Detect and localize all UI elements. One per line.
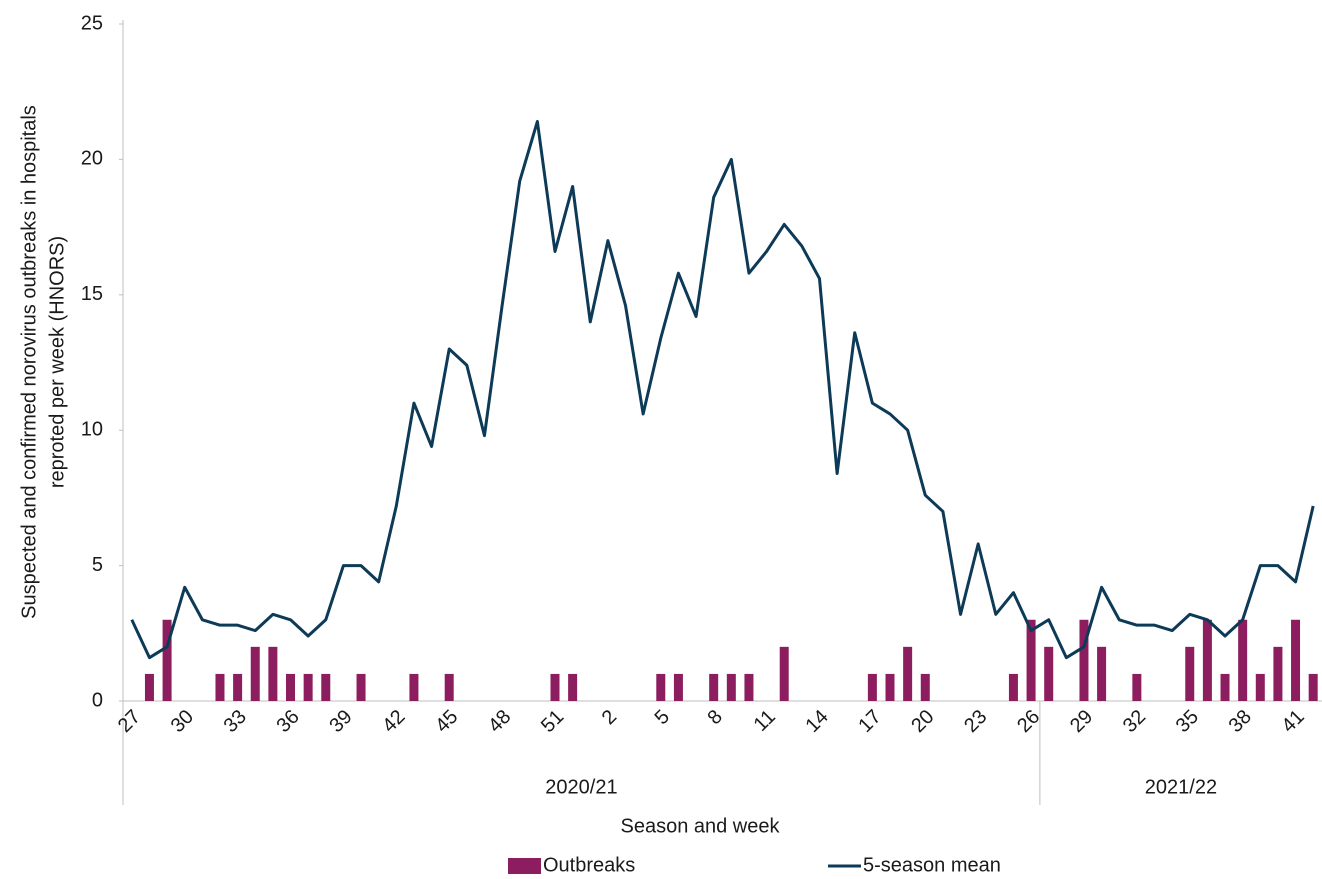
bar bbox=[568, 673, 578, 701]
bar bbox=[744, 673, 754, 701]
x-tick-label: 14 bbox=[801, 706, 832, 737]
x-tick-label: 11 bbox=[750, 706, 780, 736]
x-tick-label: 36 bbox=[272, 706, 303, 737]
bar bbox=[550, 673, 560, 701]
bar bbox=[250, 646, 260, 701]
bar bbox=[726, 673, 736, 701]
bar bbox=[1132, 673, 1142, 701]
x-tick-label: 2 bbox=[598, 706, 621, 729]
x-tick-label: 17 bbox=[854, 706, 885, 737]
y-axis-title: Suspected and confirmed norovirus outbre… bbox=[18, 105, 40, 619]
bar bbox=[1238, 619, 1248, 701]
x-tick-label: 8 bbox=[704, 706, 727, 729]
x-tick-label: 39 bbox=[325, 706, 356, 737]
x-tick-label: 33 bbox=[220, 706, 251, 737]
x-tick-label: 51 bbox=[537, 706, 568, 737]
bar bbox=[144, 673, 154, 701]
legend-label: 5-season mean bbox=[863, 854, 1001, 876]
bar bbox=[673, 673, 683, 701]
bar bbox=[1220, 673, 1230, 701]
line bbox=[130, 119, 1315, 660]
legend-swatch bbox=[508, 858, 541, 874]
bar bbox=[1008, 673, 1018, 701]
bar bbox=[1079, 619, 1089, 701]
x-tick-label: 23 bbox=[960, 706, 991, 737]
bar bbox=[867, 673, 877, 701]
bar bbox=[233, 673, 243, 701]
bar bbox=[656, 673, 666, 701]
bar bbox=[1044, 646, 1054, 701]
bar bbox=[286, 673, 296, 701]
x-tick-label: 32 bbox=[1119, 706, 1150, 737]
y-tick-label: 0 bbox=[92, 689, 103, 711]
y-tick-label: 10 bbox=[81, 418, 103, 440]
x-tick-label: 35 bbox=[1172, 706, 1203, 737]
group-label: 2020/21 bbox=[545, 776, 617, 798]
bar bbox=[1308, 673, 1318, 701]
y-tick-label: 25 bbox=[81, 12, 103, 34]
x-tick-label: 30 bbox=[167, 706, 198, 737]
bar bbox=[268, 646, 278, 701]
x-tick-label: 20 bbox=[907, 706, 938, 737]
bar bbox=[303, 673, 313, 701]
bar bbox=[1026, 619, 1036, 701]
bar bbox=[1097, 646, 1107, 701]
x-tick-label: 48 bbox=[484, 706, 515, 737]
bar bbox=[1273, 646, 1283, 701]
bar bbox=[215, 673, 225, 701]
bar bbox=[903, 646, 913, 701]
bar bbox=[1185, 646, 1195, 701]
bar bbox=[356, 673, 366, 701]
bar bbox=[409, 673, 419, 701]
x-tick-label: 27 bbox=[114, 706, 145, 737]
y-tick-label: 20 bbox=[81, 148, 103, 170]
bar bbox=[1202, 619, 1212, 701]
x-axis-title: Season and week bbox=[620, 815, 780, 837]
x-tick-label: 41 bbox=[1278, 706, 1309, 737]
group-label: 2021/22 bbox=[1145, 776, 1217, 798]
bar bbox=[321, 673, 331, 701]
bar bbox=[709, 673, 719, 701]
x-tick-label: 42 bbox=[378, 706, 409, 737]
bar bbox=[162, 619, 172, 701]
bar bbox=[920, 673, 930, 701]
bar bbox=[1255, 673, 1265, 701]
bar bbox=[885, 673, 895, 701]
y-tick-label: 15 bbox=[81, 283, 103, 305]
y-tick-label: 5 bbox=[92, 554, 103, 576]
bar bbox=[444, 673, 454, 701]
x-tick-label: 29 bbox=[1066, 706, 1097, 737]
x-tick-label: 38 bbox=[1225, 706, 1256, 737]
legend-label: Outbreaks bbox=[543, 854, 635, 876]
x-tick-label: 5 bbox=[651, 706, 674, 729]
bar bbox=[1291, 619, 1301, 701]
bar bbox=[779, 646, 789, 701]
x-tick-label: 45 bbox=[431, 706, 462, 737]
y-axis-title: reproted per week (HNORS) bbox=[46, 236, 68, 488]
